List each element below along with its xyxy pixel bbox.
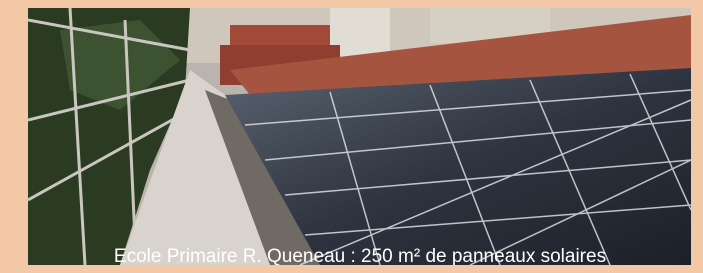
page: Ecole Primaire R. Queneau : 250 m² de pa… xyxy=(0,0,703,273)
photo: Ecole Primaire R. Queneau : 250 m² de pa… xyxy=(28,8,691,267)
photo-frame: Ecole Primaire R. Queneau : 250 m² de pa… xyxy=(0,0,703,273)
caption: Ecole Primaire R. Queneau : 250 m² de pa… xyxy=(114,246,606,267)
